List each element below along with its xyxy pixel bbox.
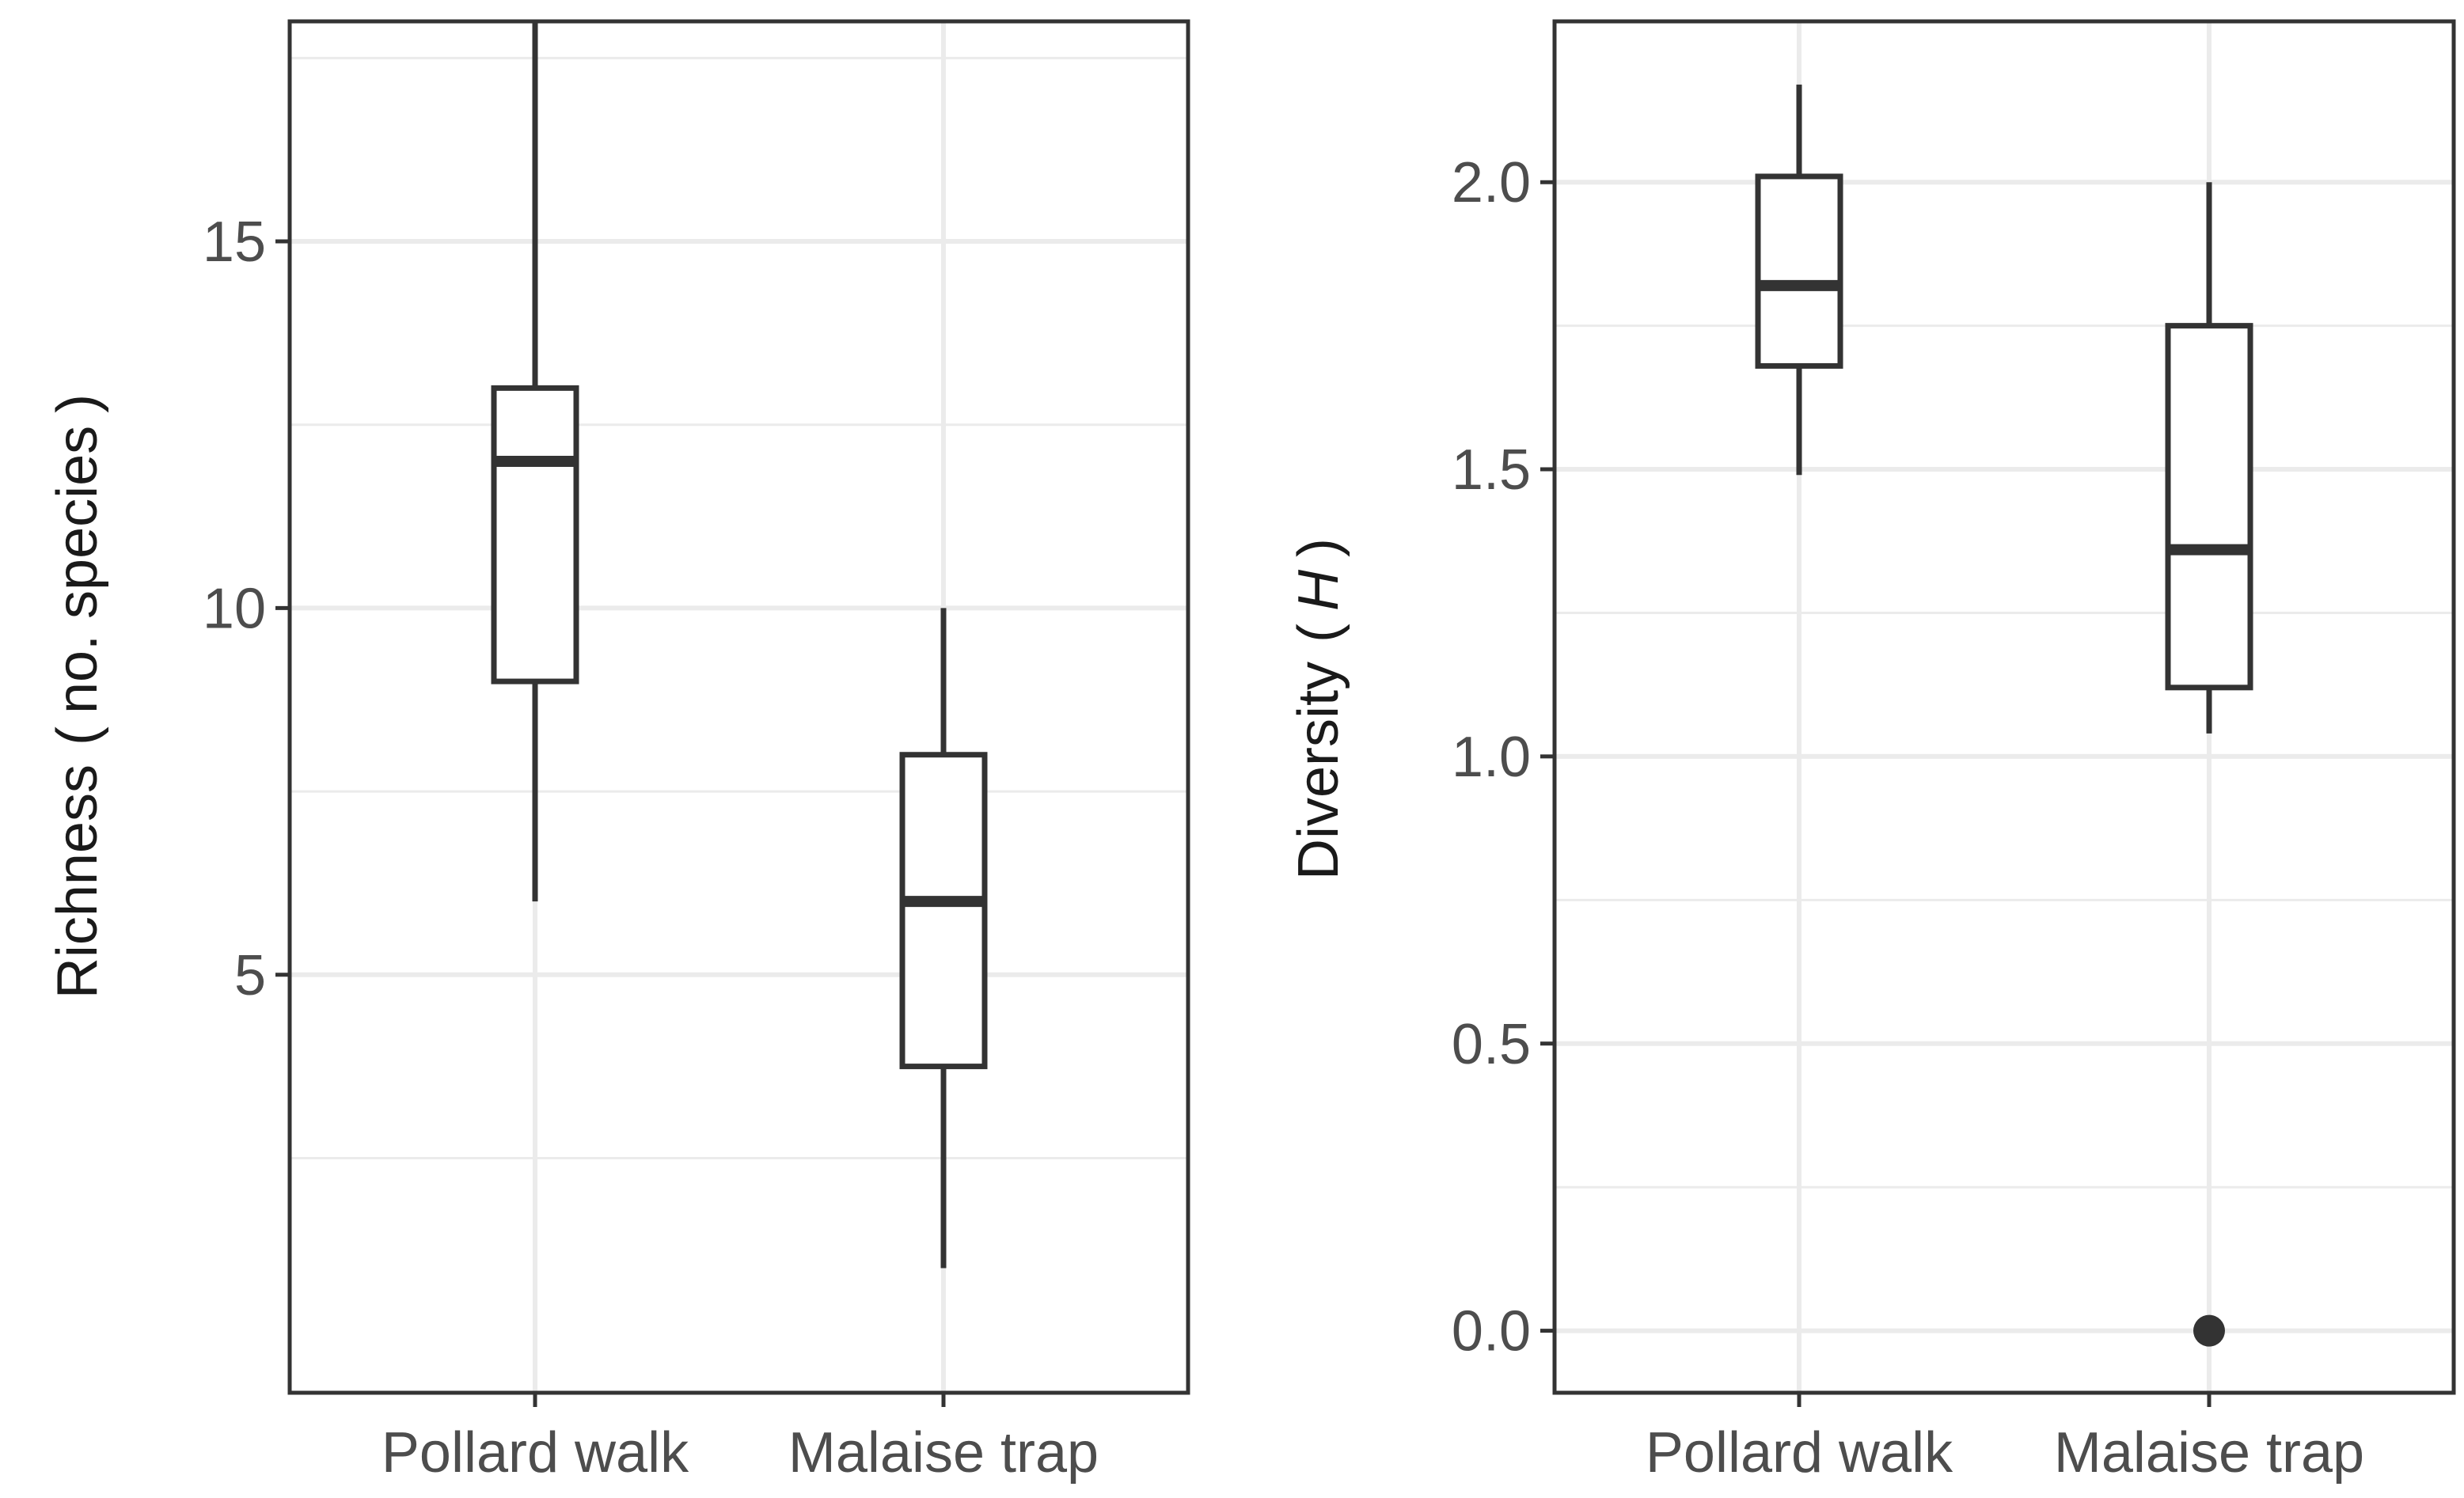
diversity-box-malaise-trap: [2165, 182, 2253, 1347]
diversity-axis-title: Diversity(H): [1287, 538, 1350, 880]
richness-box-iqr: [491, 385, 579, 685]
diversity-box-pollard-walk: [1755, 84, 1843, 476]
richness-box-iqr: [899, 752, 988, 1070]
richness-x-tick-label: Pollard walk: [382, 1421, 689, 1485]
diversity-panel-border: [1552, 19, 2456, 1395]
richness-y-tick-label: 15: [203, 210, 266, 274]
richness-panel-border: [287, 19, 1190, 1395]
diversity-box-iqr: [1755, 173, 1843, 369]
diversity-y-tick-label: 0.0: [1452, 1300, 1531, 1363]
diversity-y-tick-label: 0.5: [1452, 1013, 1531, 1076]
richness-plot-background: [290, 21, 1188, 1393]
diversity-x-tick-label: Pollard walk: [1646, 1421, 1953, 1485]
diversity-y-tick-label: 2.0: [1452, 151, 1531, 214]
richness-box-pollard-walk: [491, 21, 579, 902]
diversity-y-tick-label: 1.5: [1452, 438, 1531, 502]
diversity-x-tick-label: Malaise trap: [2054, 1421, 2364, 1485]
richness-panel: 5 10 15 Pollard walk Malaise trap Richness(n…: [46, 19, 1190, 1485]
diversity-y-tick-label: 1.0: [1452, 726, 1531, 789]
diversity-box-iqr: [2165, 323, 2253, 691]
diversity-outlier-point: [2193, 1314, 2225, 1347]
richness-x-tick-label: Malaise trap: [788, 1421, 1099, 1485]
richness-y-tick-label: 5: [234, 944, 266, 1007]
richness-y-tick-label: 10: [203, 577, 266, 640]
richness-box-malaise-trap: [899, 608, 988, 1269]
diversity-plot-background: [1555, 21, 2454, 1393]
richness-axis-title: Richness(no. species): [46, 394, 109, 999]
